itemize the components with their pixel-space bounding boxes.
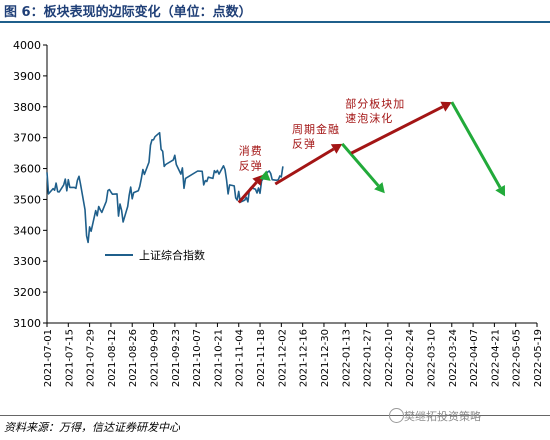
y-tick-label: 3800 [13, 101, 41, 114]
rise-arrow [350, 101, 452, 155]
title-divider [0, 21, 550, 23]
annotation-label: 周期金融 [292, 122, 340, 136]
y-tick-label: 3300 [13, 255, 41, 268]
y-tick-label: 3400 [13, 224, 41, 237]
legend-label: 上证综合指数 [139, 248, 205, 262]
y-tick-label: 3600 [13, 163, 41, 176]
series-line-0 [46, 131, 284, 244]
y-tick-label: 3200 [13, 286, 41, 299]
x-tick-label: 2021-09-09 [150, 329, 161, 387]
arrow-shaft [274, 147, 335, 186]
annotation-label: 反弹 [292, 137, 316, 151]
x-tick-label: 2021-10-07 [192, 329, 203, 387]
x-tick-label: 2022-01-13 [341, 329, 352, 387]
arrow-shaft [237, 181, 258, 204]
x-tick-label: 2022-05-05 [512, 329, 523, 387]
y-tick-label: 3700 [13, 132, 41, 145]
annotation-label: 反弹 [239, 158, 263, 172]
annotation-label: 速泡沫化 [345, 111, 393, 125]
arrow-head [495, 184, 506, 197]
x-tick-label: 2022-03-24 [448, 329, 459, 387]
x-tick-label: 2021-11-18 [256, 329, 267, 387]
arrow-head [330, 143, 343, 154]
x-tick-label: 2022-02-10 [384, 329, 395, 387]
arrow-head [252, 174, 264, 186]
arrow-head [374, 182, 385, 194]
chart-axes: 4000 3900 3800 3700 3600 3500 3400 3300 3200 3100… [13, 39, 544, 387]
x-tick-label: 2021-12-30 [320, 329, 331, 387]
y-tick-label: 4000 [13, 39, 41, 52]
fall-arrow [450, 101, 506, 197]
rise-arrow [237, 174, 264, 204]
arrow-layer [237, 101, 506, 204]
x-tick-label: 2021-07-15 [64, 329, 75, 387]
x-tick-label: 2021-12-16 [299, 329, 310, 387]
rise-arrow [274, 143, 343, 186]
y-tick-label: 3100 [13, 317, 41, 330]
x-tick-label: 2021-11-04 [235, 329, 246, 387]
figure-title: 图 6：板块表现的边际变化（单位：点数） [4, 5, 252, 20]
x-tick-label: 2021-09-23 [171, 329, 182, 387]
x-tick-label: 2022-02-24 [405, 329, 416, 387]
x-tick-label: 2022-01-27 [363, 329, 374, 387]
series-layer [46, 131, 284, 244]
annotation-label: 部分板块加 [345, 97, 405, 111]
x-tick-label: 2021-07-29 [86, 329, 97, 387]
y-tick-label: 3900 [13, 70, 41, 83]
legend: 上证综合指数 [105, 248, 205, 262]
watermark-text: 樊继拓投资策略 [404, 410, 481, 423]
x-tick-label: 2022-05-19 [533, 329, 544, 387]
x-tick-label: 2021-10-21 [213, 329, 224, 387]
x-tick-label: 2021-07-01 [43, 329, 54, 387]
arrow-shaft [341, 142, 380, 187]
x-tick-label: 2022-04-07 [469, 329, 480, 387]
arrow-shaft [450, 101, 502, 189]
footer-divider [0, 415, 550, 416]
x-tick-label: 2021-08-26 [128, 329, 139, 387]
arrow-head [440, 101, 452, 112]
fall-arrow [259, 170, 271, 181]
x-tick-label: 2021-12-02 [277, 329, 288, 387]
arrow-head [259, 170, 271, 181]
x-tick-label: 2022-03-10 [426, 329, 437, 387]
annotation-label: 消费 [239, 144, 263, 158]
fall-arrow [341, 142, 385, 194]
y-tick-label: 3500 [13, 193, 41, 206]
source-note: 资料来源：万得，信达证券研发中心 [4, 421, 180, 434]
figure-title-bar: 图 6：板块表现的边际变化（单位：点数） [0, 0, 550, 20]
watermark-logo-icon [389, 408, 404, 423]
x-tick-label: 2022-04-21 [490, 329, 501, 387]
x-tick-label: 2021-08-12 [107, 329, 118, 387]
arrow-shaft [350, 105, 444, 155]
